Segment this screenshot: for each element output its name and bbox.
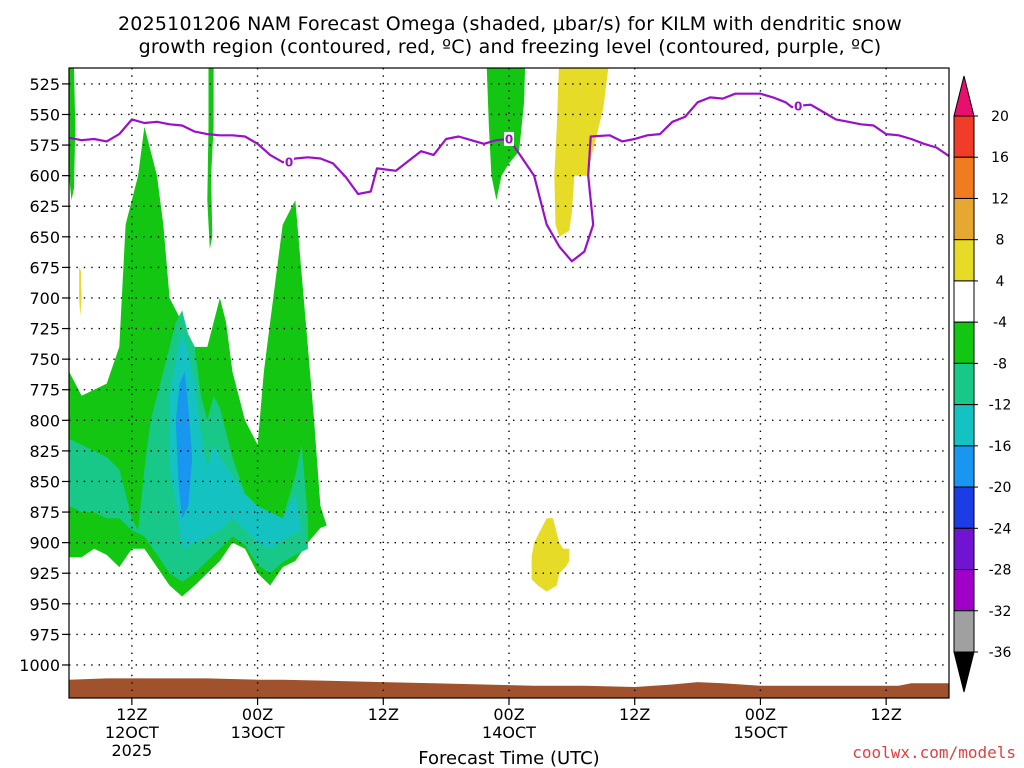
plot-area: 0 0 0 — [68, 67, 950, 699]
colorbar-swatch-9 — [953, 445, 975, 488]
y-tick-label-625: 625 — [29, 197, 60, 216]
terrain-surface — [69, 678, 949, 698]
colorbar-swatch-13 — [953, 610, 975, 653]
omega-region-4 — [207, 68, 214, 249]
y-tick-label-850: 850 — [29, 472, 60, 491]
x-tick-label-52-0: 12Z — [619, 705, 650, 724]
x-axis-title: Forecast Time (UTC) — [418, 748, 599, 768]
colorbar-label-5: -4 — [993, 315, 1007, 331]
x-tick-label-22-1: 13OCT — [231, 723, 285, 742]
colorbar-label-0: 20 — [991, 109, 1009, 125]
y-tick-label-700: 700 — [29, 289, 60, 308]
y-tick-label-750: 750 — [29, 350, 60, 369]
freezing-label-bg-1 — [504, 131, 514, 146]
colorbar-top-triangle — [953, 75, 975, 117]
omega-region-6 — [486, 68, 526, 201]
colorbar-label-8: -16 — [989, 439, 1012, 455]
y-tick-label-925: 925 — [29, 564, 60, 583]
y-tick-label-975: 975 — [29, 625, 60, 644]
colorbar-label-10: -24 — [989, 521, 1012, 537]
colorbar-label-11: -28 — [989, 563, 1012, 579]
x-tick-label-12-1: 12OCT — [105, 723, 159, 742]
colorbar-label-2: 12 — [991, 191, 1009, 207]
omega-region-2 — [169, 332, 302, 549]
omega-region-0 — [69, 126, 327, 597]
grid-lines — [69, 68, 949, 698]
y-tick-label-725: 725 — [29, 320, 60, 339]
y-tick-label-800: 800 — [29, 411, 60, 430]
chart-title-line-2: growth region (contoured, red, ºC) and f… — [139, 36, 882, 58]
colorbar-swatch-11 — [953, 527, 975, 571]
colorbar-swatch-3 — [953, 197, 975, 241]
y-tick-label-650: 650 — [29, 228, 60, 247]
y-tick-label-900: 900 — [29, 534, 60, 553]
colorbar-swatch-10 — [953, 486, 975, 529]
y-tick-label-550: 550 — [29, 105, 60, 124]
x-tick-label-42-0: 00Z — [493, 705, 524, 724]
x-tick-label-22-0: 00Z — [242, 705, 273, 724]
freezing-level-label-1: 0 — [505, 132, 513, 146]
x-tick-label-72-0: 12Z — [870, 705, 901, 724]
colorbar-label-13: -36 — [989, 645, 1012, 661]
y-tick-label-675: 675 — [29, 258, 60, 277]
colorbar-label-12: -32 — [989, 604, 1012, 620]
y-tick-label-775: 775 — [29, 381, 60, 400]
colorbar-swatch-12 — [953, 569, 975, 612]
colorbar-swatch-4 — [953, 239, 975, 282]
x-tick-label-12-0: 12Z — [116, 705, 147, 724]
colorbar-swatch-5 — [953, 280, 975, 323]
freezing-label-bg-0 — [284, 155, 294, 170]
x-tick-label-12-2: 2025 — [111, 741, 152, 760]
colorbar-label-3: 8 — [996, 233, 1005, 249]
colorbar-label-1: 16 — [991, 150, 1009, 166]
colorbar: 20 16 12 8 4 -4 -8 -12 -16 -20 -24 -28 -32 -36 — [953, 75, 1012, 693]
freezing-level-label-0: 0 — [285, 156, 293, 170]
freezing-level-label-2: 0 — [794, 99, 802, 113]
colorbar-swatch-2 — [953, 156, 975, 199]
colorbar-label-7: -12 — [989, 398, 1012, 414]
x-tick-label-32-0: 12Z — [368, 705, 399, 724]
credit-text: coolwx.com/models — [852, 743, 1016, 762]
freezing-level-contour: 0 0 0 — [69, 92, 949, 263]
x-tick-label-62-1: 15OCT — [733, 723, 787, 742]
colorbar-swatch-6 — [953, 321, 975, 364]
chart-title-line-1: 2025101206 NAM Forecast Omega (shaded, μ… — [118, 13, 902, 35]
y-axis-ticks: 525 550 575 600 625 650 675 700 725 750 775 800 825 8… — [19, 75, 69, 675]
x-tick-label-62-0: 00Z — [745, 705, 776, 724]
y-tick-label-825: 825 — [29, 442, 60, 461]
colorbar-label-4: 4 — [996, 274, 1005, 290]
colorbar-swatch-7 — [953, 362, 975, 406]
omega-region-9 — [79, 267, 82, 317]
y-tick-label-875: 875 — [29, 503, 60, 522]
y-tick-label-950: 950 — [29, 595, 60, 614]
y-tick-label-575: 575 — [29, 136, 60, 155]
freezing-label-bg-2 — [793, 98, 804, 113]
colorbar-swatch-8 — [953, 404, 975, 447]
x-tick-label-42-1: 14OCT — [482, 723, 536, 742]
omega-shaded-fields — [69, 68, 609, 597]
colorbar-swatch-1 — [953, 115, 975, 158]
omega-region-8 — [531, 518, 570, 592]
y-tick-label-1000: 1000 — [19, 656, 60, 675]
terrain-fill — [69, 678, 949, 698]
omega-region-5 — [69, 68, 76, 201]
colorbar-label-9: -20 — [989, 480, 1012, 496]
omega-region-7 — [554, 68, 609, 237]
y-tick-label-525: 525 — [29, 75, 60, 94]
colorbar-label-6: -8 — [993, 356, 1007, 372]
y-tick-label-600: 600 — [29, 167, 60, 186]
colorbar-bottom-triangle — [953, 651, 975, 693]
